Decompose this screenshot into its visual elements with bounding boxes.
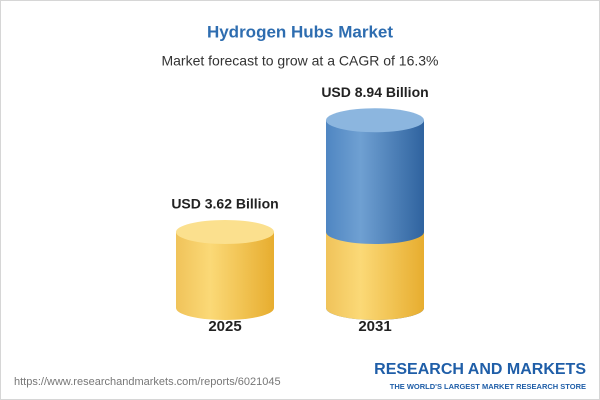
- bar-base-part: [326, 231, 424, 320]
- x-tick-label: 2025: [208, 318, 241, 335]
- x-tick-label: 2031: [358, 318, 391, 335]
- bar: [176, 231, 274, 320]
- bar-top: [176, 219, 274, 244]
- value-label: USD 3.62 Billion: [171, 196, 278, 212]
- logo: RESEARCH AND MARKETS: [374, 361, 586, 378]
- chart-title: Hydrogen Hubs Market: [207, 22, 393, 41]
- value-label: USD 8.94 Billion: [321, 84, 428, 100]
- bar-top: [326, 108, 424, 133]
- chart-subtitle: Market forecast to grow at a CAGR of 16.…: [161, 53, 438, 69]
- logo-tagline: THE WORLD'S LARGEST MARKET RESEARCH STOR…: [390, 382, 586, 391]
- source-url: https://www.researchandmarkets.com/repor…: [14, 376, 281, 388]
